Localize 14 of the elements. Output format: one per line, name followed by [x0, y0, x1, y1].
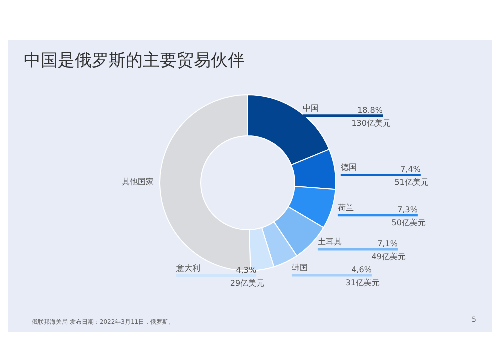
- slice-label: 中国: [303, 104, 320, 113]
- data-label: 7,4% 51亿美元: [394, 165, 429, 188]
- data-label: 7,3% 50亿美元: [392, 205, 426, 228]
- slice-label: 土耳其: [318, 237, 342, 246]
- data-label: 4,3% 29亿美元: [230, 266, 265, 288]
- chart-title: 中国是俄罗斯的主要贸易伙伴: [24, 51, 245, 71]
- slice-label: 德国: [340, 163, 357, 172]
- data-label: 18.8% 130亿美元: [352, 106, 392, 128]
- slice-label: 韩国: [292, 263, 308, 272]
- slice-label: 意大利: [176, 264, 201, 273]
- data-label: 4,6% 31亿美元: [346, 265, 380, 288]
- data-label: 7,1% 49亿美元: [372, 239, 406, 262]
- slice-label: 荷兰: [338, 203, 354, 212]
- slice-label: 其他国家: [122, 177, 154, 186]
